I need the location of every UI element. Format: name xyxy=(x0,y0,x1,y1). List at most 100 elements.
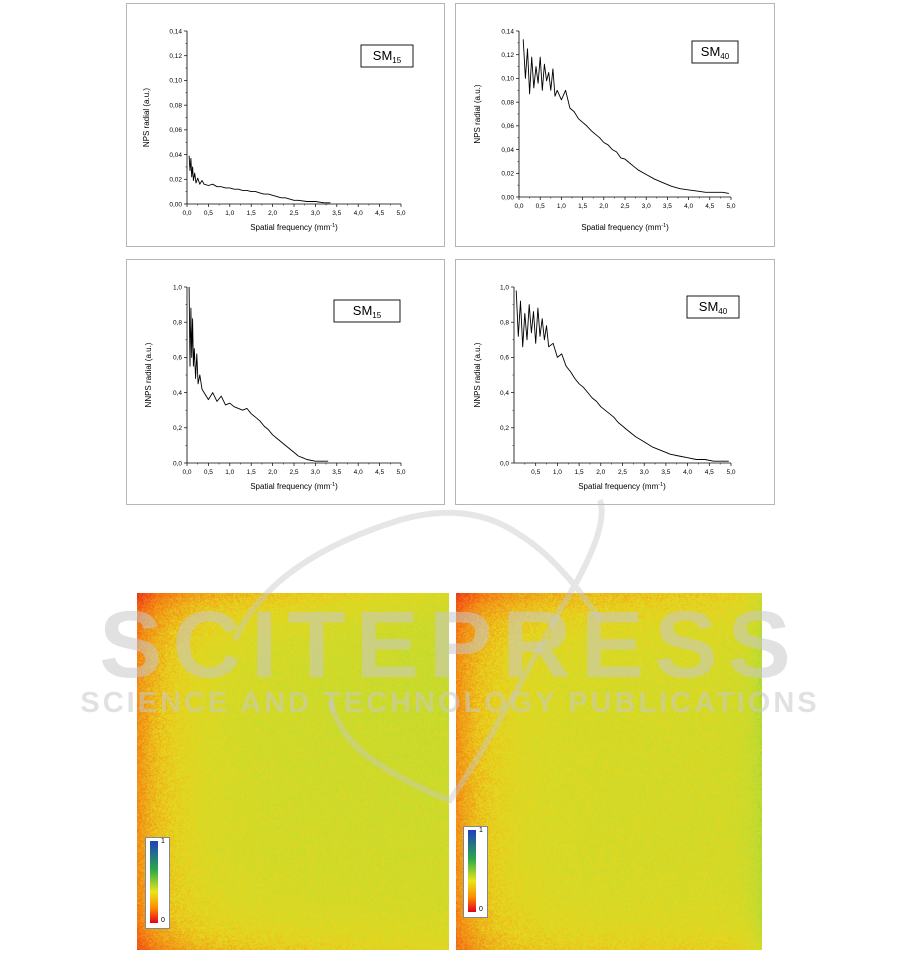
y-tick-label: 1,0 xyxy=(173,284,182,291)
y-tick-label: 0,6 xyxy=(500,355,509,362)
y-tick-label: 0,6 xyxy=(173,355,182,362)
x-tick-label: 1,0 xyxy=(557,203,566,210)
x-tick-label: 0,5 xyxy=(204,469,213,476)
chart-nnps-sm40: 0,0 0,2 0,4 0,6 0,8 1,0 0,5 1,0 1,5 2,0 2,5 3,0 3,5 4… xyxy=(473,284,740,491)
x-tick-label: 2,0 xyxy=(268,210,277,217)
x-tick-label: 5,0 xyxy=(396,210,405,217)
colorbar-right: 1 0 xyxy=(463,826,488,918)
x-tick-label: 2,5 xyxy=(289,210,298,217)
chart-panel-nnps-sm15: 0,0 0,2 0,4 0,6 0,8 1,0 0,0 0,5 1,0 1,5 2,0 2,5 3,0 3… xyxy=(126,259,445,505)
x-tick-label: 4,5 xyxy=(375,210,384,217)
colorbar-gradient xyxy=(150,841,158,923)
x-axis-label: Spatial frequency (mm-1) xyxy=(581,223,669,232)
y-tick-label: 0,0 xyxy=(173,460,182,467)
y-tick-label: 0,12 xyxy=(501,52,514,59)
heatmap-right-canvas xyxy=(456,593,762,950)
x-tick-label: 3,5 xyxy=(332,210,341,217)
y-tick-label: 0,0 xyxy=(500,460,509,467)
x-tick-label: 3,0 xyxy=(640,469,649,476)
y-tick-label: 0,10 xyxy=(501,76,514,83)
x-tick-label: 4,0 xyxy=(354,210,363,217)
heatmap-left: 1 0 xyxy=(137,593,449,950)
x-tick-label: 1,5 xyxy=(247,210,256,217)
x-tick-label: 0,0 xyxy=(182,210,191,217)
y-axis-label: NPS radial (a.u.) xyxy=(142,88,151,147)
series-line xyxy=(522,39,729,194)
x-tick-label: 1,0 xyxy=(225,469,234,476)
x-tick-label: 1,0 xyxy=(225,210,234,217)
y-tick-label: 0,14 xyxy=(501,28,514,35)
series-label-box xyxy=(691,40,739,64)
colorbar-max-label: 1 xyxy=(161,838,165,845)
colorbar-max-label: 1 xyxy=(479,827,483,834)
y-tick-label: 0,04 xyxy=(501,147,514,154)
chart-nps-sm40: 0,00 0,02 0,04 0,06 0,08 0,10 0,12 0,14 0,0 0,5 1,… xyxy=(473,28,739,232)
x-tick-label: 3,0 xyxy=(311,469,320,476)
x-tick-label: 5,0 xyxy=(726,203,735,210)
y-tick-label: 0,14 xyxy=(169,28,182,35)
y-tick-label: 0,2 xyxy=(173,425,182,432)
y-axis-label: NNPS radial (a.u.) xyxy=(144,342,153,407)
x-tick-label: 3,0 xyxy=(642,203,651,210)
x-tick-label: 1,5 xyxy=(578,203,587,210)
chart-panel-nnps-sm40: 0,0 0,2 0,4 0,6 0,8 1,0 0,5 1,0 1,5 2,0 2,5 3,0 3,5 4… xyxy=(455,259,775,505)
series-line xyxy=(188,286,329,462)
x-tick-label: 4,5 xyxy=(705,469,714,476)
x-tick-label: 5,0 xyxy=(726,469,735,476)
y-tick-label: 0,08 xyxy=(169,102,182,109)
x-tick-label: 4,5 xyxy=(375,469,384,476)
y-tick-label: 0,12 xyxy=(169,53,182,60)
x-tick-label: 2,0 xyxy=(599,203,608,210)
y-tick-label: 0,4 xyxy=(173,390,182,397)
x-tick-label: 3,5 xyxy=(332,469,341,476)
colorbar-min-label: 0 xyxy=(479,906,483,913)
y-tick-label: 0,06 xyxy=(501,123,514,130)
x-tick-label: 0,5 xyxy=(531,469,540,476)
y-tick-label: 0,04 xyxy=(169,152,182,159)
colorbar-gradient xyxy=(468,830,476,912)
heatmap-right: 1 0 xyxy=(456,593,762,950)
series-label: SM15 xyxy=(373,48,402,65)
chart-nnps-sm15: 0,0 0,2 0,4 0,6 0,8 1,0 0,0 0,5 1,0 1,5 2,0 2,5 3,0 3… xyxy=(144,284,406,491)
series-label: SM40 xyxy=(699,299,728,316)
x-tick-label: 1,5 xyxy=(247,469,256,476)
x-tick-label: 3,0 xyxy=(311,210,320,217)
series-label-box xyxy=(360,44,414,68)
series-line xyxy=(188,155,331,204)
x-tick-label: 3,5 xyxy=(661,469,670,476)
series-label-box xyxy=(686,295,740,319)
colorbar-left: 1 0 xyxy=(145,837,170,929)
x-tick-label: 3,5 xyxy=(663,203,672,210)
x-tick-label: 2,5 xyxy=(620,203,629,210)
x-tick-label: 4,5 xyxy=(705,203,714,210)
y-tick-label: 0,00 xyxy=(501,194,514,201)
series-line xyxy=(515,290,729,462)
x-tick-label: 2,0 xyxy=(596,469,605,476)
chart-panel-nps-sm15: 0,00 0,02 0,04 0,06 0,08 0,10 0,12 0,14 0,0 0,5 1,… xyxy=(126,3,445,247)
y-tick-label: 0,00 xyxy=(169,201,182,208)
x-tick-label: 2,5 xyxy=(618,469,627,476)
x-tick-label: 4,0 xyxy=(683,469,692,476)
chart-nps-sm15: 0,00 0,02 0,04 0,06 0,08 0,10 0,12 0,14 0,0 0,5 1,… xyxy=(142,28,414,232)
x-tick-label: 1,5 xyxy=(575,469,584,476)
x-tick-label: 0,5 xyxy=(204,210,213,217)
y-tick-label: 0,8 xyxy=(500,320,509,327)
x-tick-label: 4,0 xyxy=(354,469,363,476)
y-tick-label: 0,10 xyxy=(169,78,182,85)
y-tick-label: 0,8 xyxy=(173,320,182,327)
y-tick-label: 0,06 xyxy=(169,127,182,134)
x-tick-label: 0,0 xyxy=(514,203,523,210)
series-label: SM40 xyxy=(701,44,730,61)
x-tick-label: 2,5 xyxy=(289,469,298,476)
x-tick-label: 4,0 xyxy=(684,203,693,210)
series-label-box xyxy=(333,299,401,323)
heatmap-left-canvas xyxy=(137,593,449,950)
y-axis-label: NNPS radial (a.u.) xyxy=(473,342,482,407)
x-tick-label: 1,0 xyxy=(553,469,562,476)
y-tick-label: 0,2 xyxy=(500,425,509,432)
x-axis-label: Spatial frequency (mm-1) xyxy=(578,482,666,491)
series-label: SM15 xyxy=(353,303,382,320)
y-tick-label: 0,4 xyxy=(500,390,509,397)
y-tick-label: 1,0 xyxy=(500,284,509,291)
colorbar-min-label: 0 xyxy=(161,917,165,924)
